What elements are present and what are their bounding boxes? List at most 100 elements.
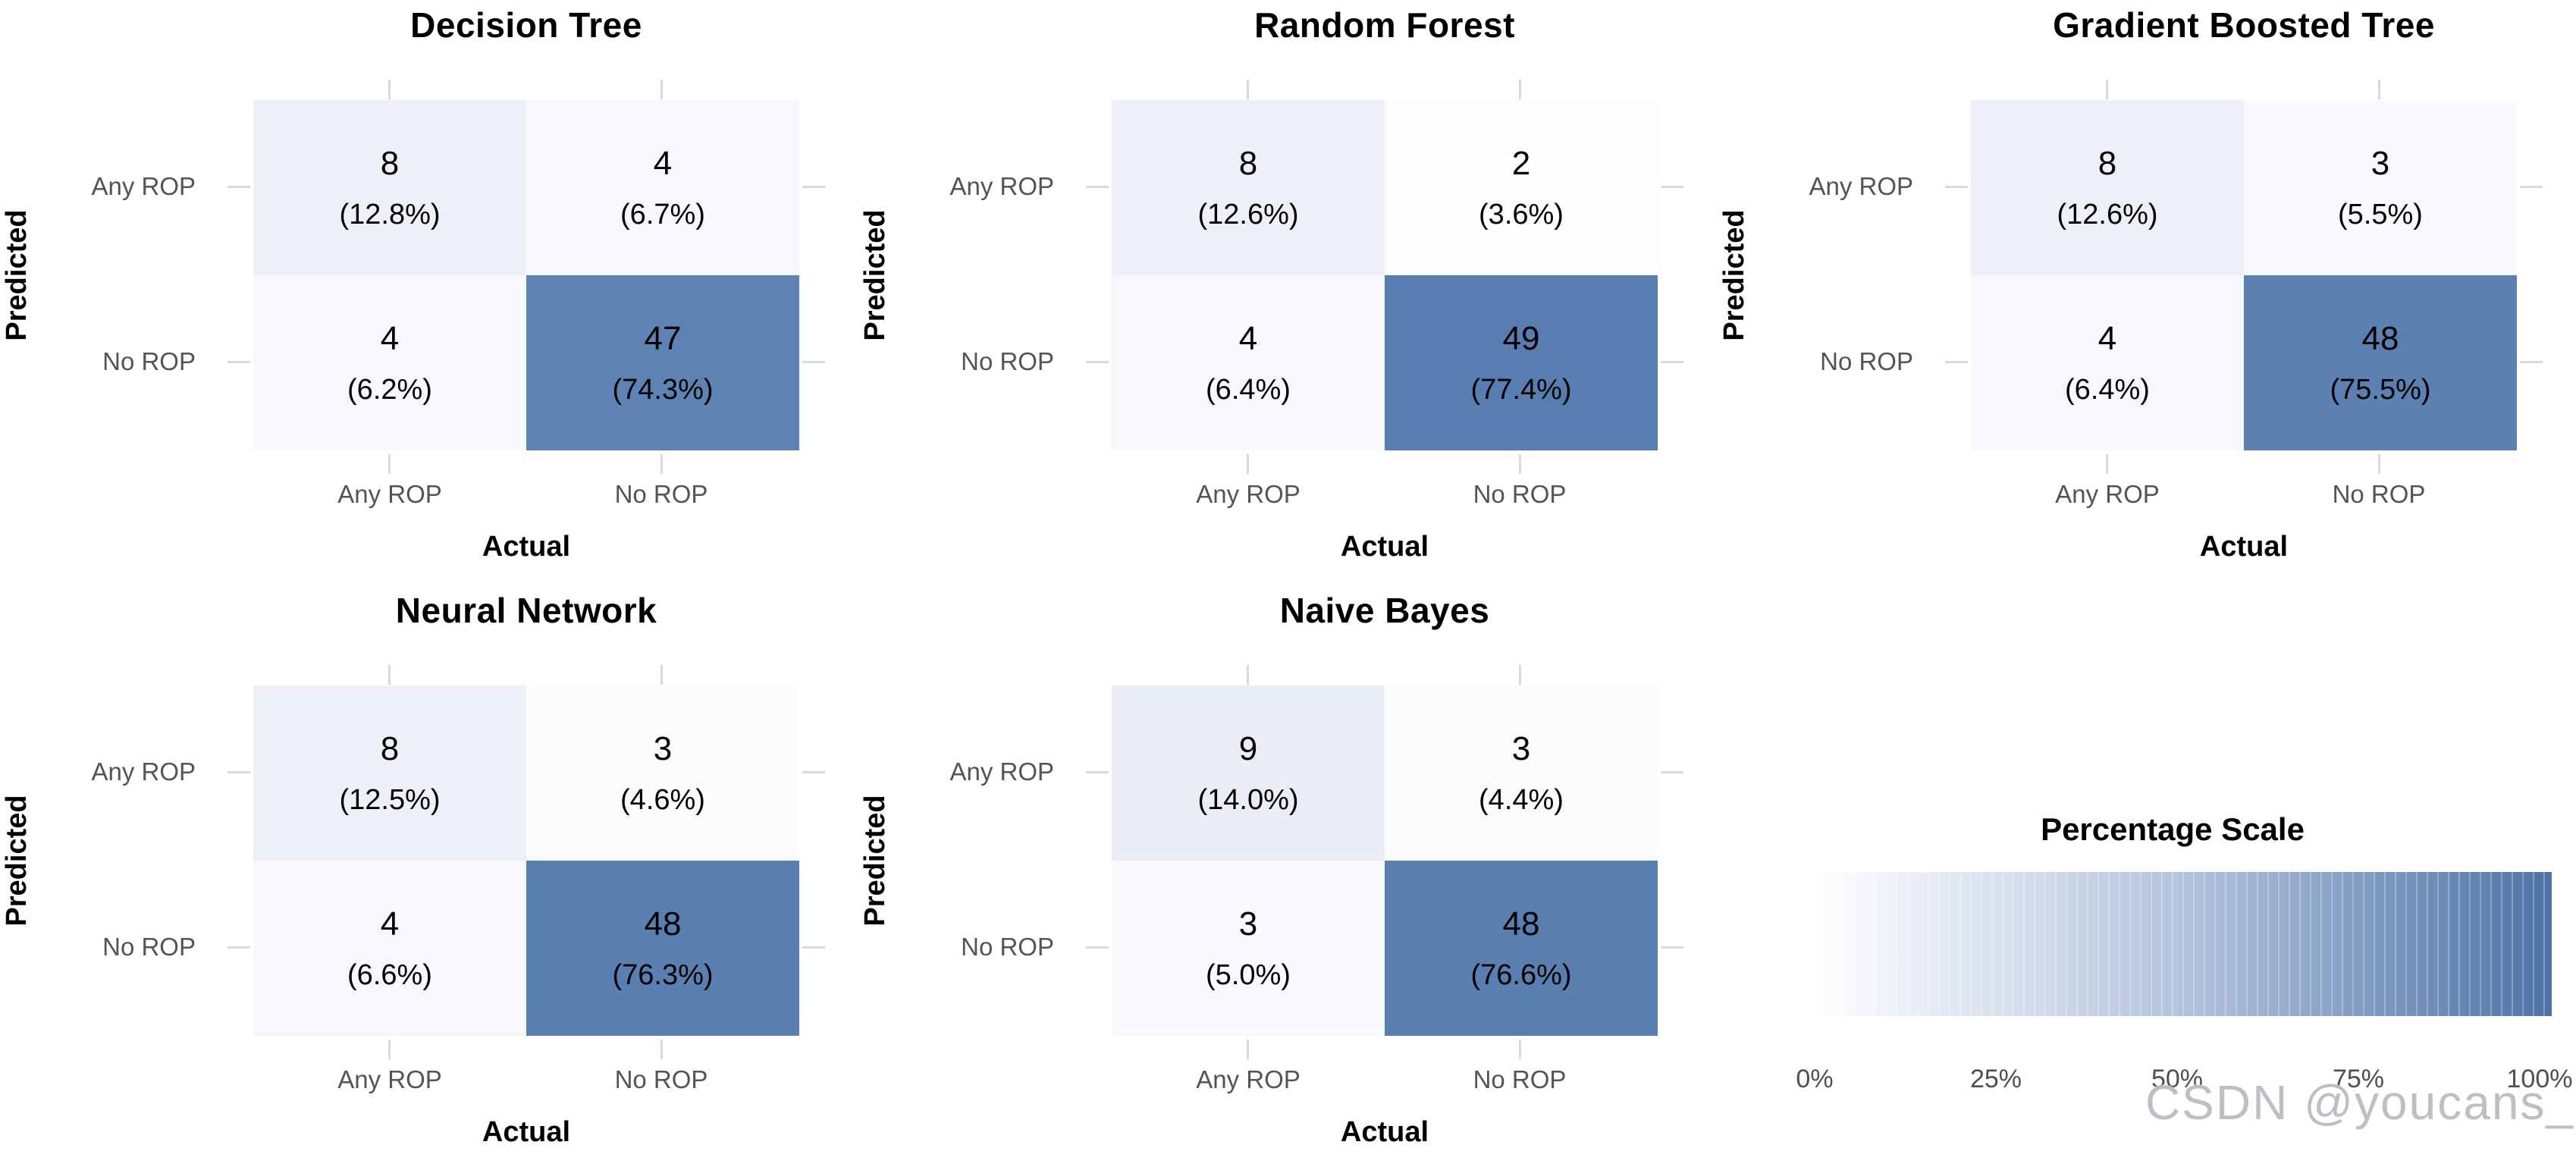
- tick-mark: [802, 771, 825, 773]
- tick-mark: [1661, 946, 1683, 949]
- matrix-cell-tp: 8 (12.6%): [1971, 100, 2244, 275]
- confusion-matrix: 8 (12.8%) 4 (6.7%) 4 (6.2%) 47 (74.3%): [253, 100, 799, 450]
- y-tick-label-no-rop: No ROP: [961, 933, 1054, 961]
- panel-random-forest: Random Forest Predicted Any ROP No ROP 8…: [858, 0, 1717, 585]
- panel-title: Random Forest: [1254, 5, 1515, 45]
- cell-count: 4: [2098, 319, 2117, 357]
- tick-mark: [2520, 361, 2543, 363]
- legend-colorbar-stripes: [1812, 872, 2552, 1016]
- y-tick-label-any-rop: Any ROP: [949, 758, 1054, 786]
- matrix-cell-fn: 4 (6.4%): [1112, 275, 1385, 450]
- y-axis-title: Predicted: [859, 795, 891, 927]
- tick-mark: [2378, 454, 2380, 474]
- tick-mark: [802, 186, 825, 188]
- matrix-cell-fp: 3 (5.5%): [2244, 100, 2517, 275]
- tick-mark: [802, 361, 825, 363]
- cell-percent: (4.4%): [1479, 783, 1564, 816]
- matrix-cell-tp: 8 (12.6%): [1112, 100, 1385, 275]
- cell-count: 8: [2098, 144, 2117, 182]
- matrix-cell-fn: 4 (6.2%): [253, 275, 526, 450]
- matrix-cell-tn: 48 (75.5%): [2244, 275, 2517, 450]
- cell-percent: (76.3%): [612, 958, 714, 991]
- x-tick-label-any-rop: Any ROP: [337, 1065, 442, 1093]
- tick-mark: [2106, 80, 2108, 99]
- x-axis-title: Actual: [482, 531, 571, 563]
- cell-count: 3: [1238, 905, 1258, 943]
- cell-count: 8: [1238, 144, 1258, 182]
- x-tick-label-any-rop: Any ROP: [337, 480, 442, 508]
- x-tick-label-any-rop: Any ROP: [2055, 480, 2160, 508]
- tick-mark: [1247, 80, 1249, 99]
- legend-tick-25: 25%: [1969, 1065, 2022, 1093]
- tick-mark: [227, 186, 250, 188]
- tick-mark: [227, 361, 250, 363]
- panel-decision-tree: Decision Tree Predicted Any ROP No ROP 8…: [0, 0, 858, 585]
- cell-percent: (74.3%): [612, 373, 714, 406]
- y-tick-label-no-rop: No ROP: [102, 933, 196, 961]
- y-axis-title: Predicted: [1, 209, 33, 341]
- matrix-cell-fp: 3 (4.4%): [1385, 685, 1658, 861]
- tick-mark: [660, 80, 663, 99]
- confusion-matrix: 8 (12.6%) 2 (3.6%) 4 (6.4%) 49 (77.4%): [1112, 100, 1658, 450]
- tick-mark: [2520, 186, 2543, 188]
- matrix-cell-fp: 3 (4.6%): [526, 685, 799, 861]
- y-tick-label-any-rop: Any ROP: [91, 172, 196, 200]
- tick-mark: [388, 454, 391, 474]
- csdn-watermark: CSDN @youcans_: [2145, 1075, 2574, 1130]
- panel-title: Decision Tree: [410, 5, 642, 45]
- tick-mark: [660, 1040, 663, 1059]
- tick-mark: [1661, 186, 1683, 188]
- confusion-matrix: 9 (14.0%) 3 (4.4%) 3 (5.0%) 48 (76.6%): [1112, 685, 1658, 1036]
- y-tick-label-no-rop: No ROP: [961, 347, 1054, 375]
- matrix-cell-fn: 4 (6.4%): [1971, 275, 2244, 450]
- cell-count: 3: [2370, 144, 2390, 182]
- x-axis-title: Actual: [482, 1116, 571, 1148]
- y-tick-label-any-rop: Any ROP: [949, 172, 1054, 200]
- cell-percent: (12.6%): [2057, 198, 2158, 231]
- cell-percent: (77.4%): [1470, 373, 1572, 406]
- confusion-matrix: 8 (12.6%) 3 (5.5%) 4 (6.4%) 48 (75.5%): [1971, 100, 2517, 450]
- cell-count: 3: [653, 729, 673, 767]
- cell-count: 47: [644, 319, 682, 357]
- tick-mark: [388, 1040, 391, 1059]
- tick-mark: [388, 665, 391, 685]
- matrix-cell-fn: 4 (6.6%): [253, 861, 526, 1036]
- x-tick-label-no-rop: No ROP: [614, 1065, 708, 1093]
- matrix-cell-tp: 8 (12.5%): [253, 685, 526, 861]
- cell-count: 8: [380, 729, 400, 767]
- matrix-cell-tn: 49 (77.4%): [1385, 275, 1658, 450]
- cell-percent: (6.2%): [347, 373, 432, 406]
- legend-title: Percentage Scale: [2041, 811, 2305, 847]
- cell-count: 2: [1511, 144, 1531, 182]
- x-axis-title: Actual: [1340, 531, 1429, 563]
- tick-mark: [1945, 186, 1968, 188]
- confusion-matrix: 8 (12.5%) 3 (4.6%) 4 (6.6%) 48 (76.3%): [253, 685, 799, 1036]
- x-tick-label-no-rop: No ROP: [614, 480, 708, 508]
- cell-count: 4: [380, 319, 400, 357]
- tick-mark: [2378, 80, 2380, 99]
- x-tick-label-no-rop: No ROP: [1473, 1065, 1567, 1093]
- x-tick-label-any-rop: Any ROP: [1196, 1065, 1301, 1093]
- cell-count: 3: [1511, 729, 1531, 767]
- panel-neural-network: Neural Network Predicted Any ROP No ROP …: [0, 585, 858, 1170]
- tick-mark: [1661, 361, 1683, 363]
- matrix-cell-tn: 47 (74.3%): [526, 275, 799, 450]
- x-tick-label-any-rop: Any ROP: [1196, 480, 1301, 508]
- panel-title: Gradient Boosted Tree: [2053, 5, 2435, 45]
- cell-percent: (76.6%): [1470, 958, 1572, 991]
- cell-percent: (5.5%): [2338, 198, 2423, 231]
- cell-percent: (6.4%): [2065, 373, 2150, 406]
- legend-tick-100: 100%: [2506, 1065, 2573, 1093]
- x-axis-title: Actual: [2199, 531, 2289, 563]
- tick-mark: [1519, 665, 1521, 685]
- y-axis-title: Predicted: [1, 795, 33, 927]
- y-axis-title: Predicted: [1718, 209, 1750, 341]
- legend-tick-0: 0%: [1796, 1065, 1834, 1093]
- tick-mark: [660, 454, 663, 474]
- y-tick-label-no-rop: No ROP: [1820, 347, 1913, 375]
- matrix-cell-tp: 9 (14.0%): [1112, 685, 1385, 861]
- tick-mark: [802, 946, 825, 949]
- cell-count: 49: [1502, 319, 1540, 357]
- panel-title: Neural Network: [395, 591, 657, 630]
